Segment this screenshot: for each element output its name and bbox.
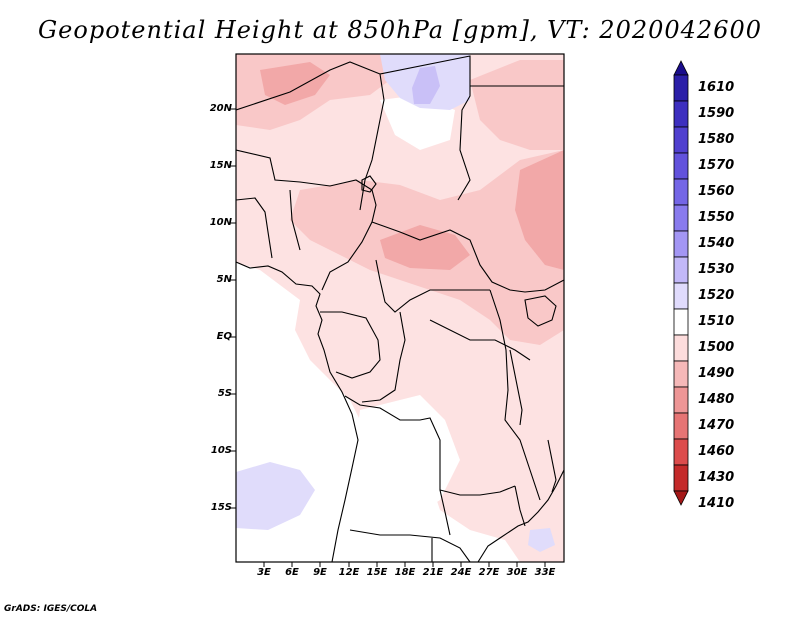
lat-label: 20N <box>209 103 232 114</box>
colorbar-label: 1460 <box>698 444 735 459</box>
lon-label: 21E <box>422 567 444 578</box>
shade-1480-1490-central <box>380 225 470 270</box>
colorbar-segment <box>673 178 689 206</box>
shade-1480-1490-north <box>260 62 330 105</box>
lon-label: 27E <box>478 567 500 578</box>
colorbar-label: 1540 <box>698 236 735 251</box>
colorbar-label: 1570 <box>698 158 735 173</box>
shade-1520-1530-north <box>412 66 440 104</box>
colorbar-label: 1500 <box>698 340 735 355</box>
sahara-borders <box>236 55 564 211</box>
lat-label: 5N <box>216 274 232 285</box>
colorbar-segment <box>673 126 689 154</box>
southern-africa-borders <box>349 485 526 562</box>
lat-label: 15S <box>210 502 232 513</box>
east-african-coast <box>477 469 564 562</box>
lon-label: 6E <box>285 567 299 578</box>
lon-ticks <box>263 562 546 567</box>
lake-tanganyika <box>509 349 523 426</box>
grads-credit: GrADS: IGES/COLA <box>4 604 98 614</box>
colorbar-label: 1520 <box>698 288 735 303</box>
shade-1510-1520-southwest <box>236 462 315 530</box>
colorbar-label: 1490 <box>698 366 735 381</box>
colorbar-segment <box>673 412 689 440</box>
lon-label: 15E <box>366 567 388 578</box>
colorbar <box>673 60 689 506</box>
chart-title: Geopotential Height at 850hPa [gpm], VT:… <box>38 16 762 44</box>
colorbar-segment <box>673 152 689 180</box>
lat-label: 5S <box>217 388 232 399</box>
lon-label: 33E <box>534 567 556 578</box>
map-panel <box>230 53 565 567</box>
west-african-coast <box>236 261 359 562</box>
shade-1510-1520-southeast <box>528 528 555 552</box>
colorbar-label: 1590 <box>698 106 735 121</box>
lon-label: 24E <box>450 567 472 578</box>
colorbar-segment <box>673 334 689 362</box>
colorbar-label: 1560 <box>698 184 735 199</box>
lat-label: 10N <box>209 217 232 228</box>
colorbar-bottom-arrow <box>673 490 689 506</box>
colorbar-segment <box>673 386 689 414</box>
colorbar-segment <box>673 74 689 102</box>
map-frame <box>235 53 565 563</box>
colorbar-top-arrow <box>673 60 689 76</box>
lon-label: 9E <box>313 567 327 578</box>
lat-ticks <box>230 108 236 509</box>
shade-1490-1500-east <box>470 60 564 150</box>
lake-chad <box>361 175 377 193</box>
colorbar-segment <box>673 256 689 284</box>
lon-label: 12E <box>338 567 360 578</box>
lat-label: 15N <box>209 160 232 171</box>
colorbar-label: 1530 <box>698 262 735 277</box>
lon-label: 18E <box>394 567 416 578</box>
lake-malawi <box>547 439 557 493</box>
colorbar-label: 1550 <box>698 210 735 225</box>
colorbar-label: 1480 <box>698 392 735 407</box>
lat-label: 10S <box>210 445 232 456</box>
country-borders <box>236 55 564 562</box>
colorbar-segment <box>673 308 689 336</box>
colorbar-segment <box>673 438 689 466</box>
lon-label: 30E <box>506 567 528 578</box>
colorbar-segment <box>673 230 689 258</box>
colorbar-label: 1580 <box>698 132 735 147</box>
colorbar-segment <box>673 464 689 492</box>
colorbar-segment <box>673 204 689 232</box>
shade-1480-1490-east <box>515 150 564 270</box>
colorbar-label: 1430 <box>698 470 735 485</box>
colorbar-label: 1470 <box>698 418 735 433</box>
lon-label: 3E <box>257 567 271 578</box>
colorbar-label: 1610 <box>698 80 735 95</box>
lake-victoria <box>524 295 557 327</box>
colorbar-label: 1410 <box>698 496 735 511</box>
colorbar-segment <box>673 282 689 310</box>
colorbar-segment <box>673 100 689 128</box>
central-africa-borders <box>320 221 564 501</box>
lat-label: EQ <box>216 331 232 342</box>
colorbar-segment <box>673 360 689 388</box>
colorbar-label: 1510 <box>698 314 735 329</box>
